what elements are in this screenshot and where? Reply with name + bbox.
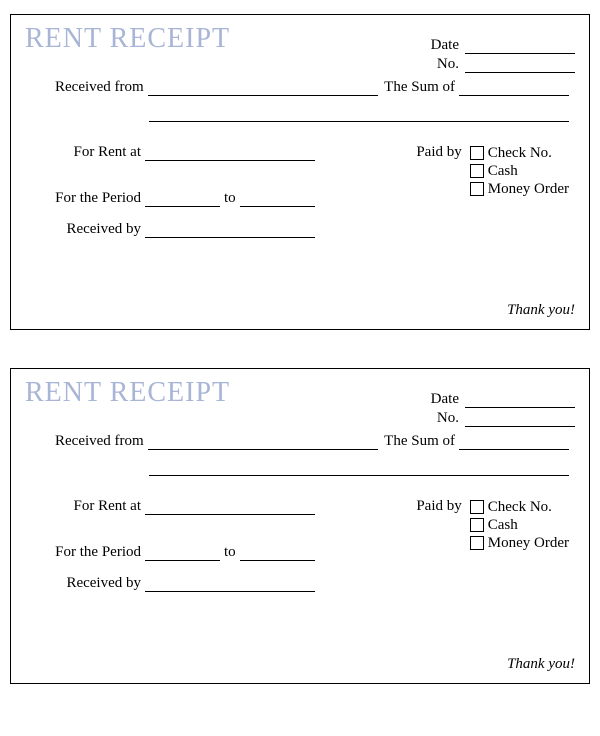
- received-from-field[interactable]: [148, 80, 378, 96]
- long-underline[interactable]: [149, 106, 569, 122]
- money-order-label: Money Order: [488, 535, 569, 552]
- top-right-block: Date No.: [431, 391, 575, 429]
- for-rent-at-field[interactable]: [145, 145, 315, 161]
- period-start-field[interactable]: [145, 191, 220, 207]
- money-order-checkbox[interactable]: [470, 536, 484, 550]
- rent-receipt: RENT RECEIPT Date No. Received from The …: [10, 14, 590, 330]
- for-period-label: For the Period: [55, 544, 145, 561]
- received-from-field[interactable]: [148, 434, 378, 450]
- no-label: No.: [437, 56, 465, 73]
- paid-by-label: Paid by: [416, 144, 465, 161]
- received-by-label: Received by: [55, 575, 145, 592]
- cash-label: Cash: [488, 517, 518, 534]
- cash-label: Cash: [488, 163, 518, 180]
- check-label: Check No.: [488, 145, 552, 162]
- no-field[interactable]: [465, 411, 575, 427]
- received-by-label: Received by: [55, 221, 145, 238]
- date-field[interactable]: [465, 392, 575, 408]
- paid-by-block: Paid by Check No. Cash Money Order: [416, 144, 569, 198]
- received-by-field[interactable]: [145, 222, 315, 238]
- thank-you: Thank you!: [507, 656, 575, 673]
- for-rent-at-field[interactable]: [145, 499, 315, 515]
- sum-of-label: The Sum of: [378, 433, 459, 450]
- no-label: No.: [437, 410, 465, 427]
- rent-receipt: RENT RECEIPT Date No. Received from The …: [10, 368, 590, 684]
- period-end-field[interactable]: [240, 191, 315, 207]
- for-rent-at-label: For Rent at: [55, 498, 145, 515]
- received-from-label: Received from: [55, 79, 148, 96]
- to-label: to: [220, 190, 240, 207]
- date-label: Date: [431, 391, 465, 408]
- check-checkbox[interactable]: [470, 500, 484, 514]
- received-from-label: Received from: [55, 433, 148, 450]
- cash-checkbox[interactable]: [470, 164, 484, 178]
- to-label: to: [220, 544, 240, 561]
- long-underline[interactable]: [149, 460, 569, 476]
- received-by-field[interactable]: [145, 576, 315, 592]
- paid-by-label: Paid by: [416, 498, 465, 515]
- for-period-label: For the Period: [55, 190, 145, 207]
- check-checkbox[interactable]: [470, 146, 484, 160]
- paid-by-block: Paid by Check No. Cash Money Order: [416, 498, 569, 552]
- date-field[interactable]: [465, 38, 575, 54]
- sum-of-field[interactable]: [459, 80, 569, 96]
- money-order-label: Money Order: [488, 181, 569, 198]
- no-field[interactable]: [465, 57, 575, 73]
- top-right-block: Date No.: [431, 37, 575, 75]
- sum-of-field[interactable]: [459, 434, 569, 450]
- cash-checkbox[interactable]: [470, 518, 484, 532]
- sum-of-label: The Sum of: [378, 79, 459, 96]
- period-start-field[interactable]: [145, 545, 220, 561]
- thank-you: Thank you!: [507, 302, 575, 319]
- for-rent-at-label: For Rent at: [55, 144, 145, 161]
- period-end-field[interactable]: [240, 545, 315, 561]
- check-label: Check No.: [488, 499, 552, 516]
- money-order-checkbox[interactable]: [470, 182, 484, 196]
- date-label: Date: [431, 37, 465, 54]
